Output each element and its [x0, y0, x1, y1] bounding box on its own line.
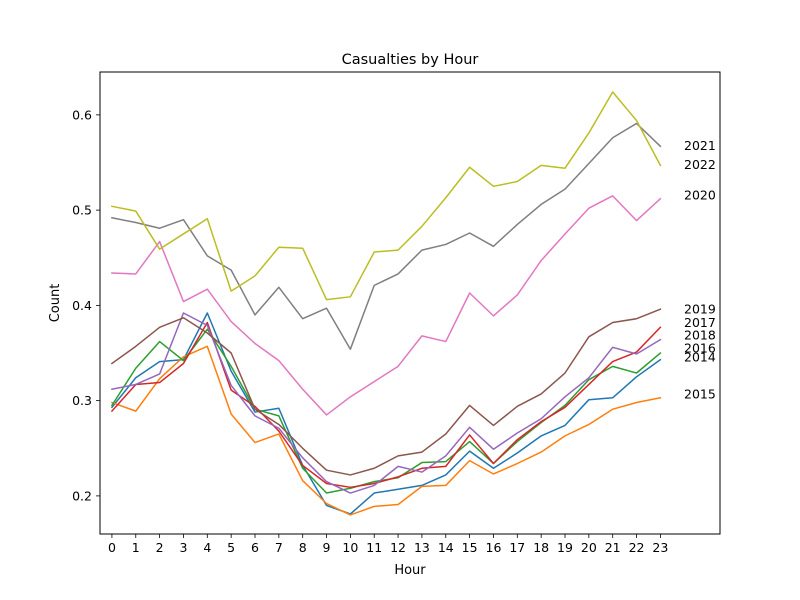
- x-tick-label: 6: [251, 540, 259, 555]
- y-tick-label: 0.3: [72, 393, 92, 408]
- x-tick-label: 3: [179, 540, 187, 555]
- x-tick-label: 12: [390, 540, 406, 555]
- x-tick-label: 7: [275, 540, 283, 555]
- y-tick-label: 0.5: [72, 203, 92, 218]
- x-tick-label: 23: [652, 540, 668, 555]
- x-tick-label: 13: [414, 540, 430, 555]
- series-line-2017: [110, 321, 662, 489]
- series-line-2019: [110, 308, 662, 476]
- x-tick-label: 1: [132, 540, 140, 555]
- y-tick-label: 0.2: [72, 488, 92, 503]
- series-line-2015: [110, 345, 662, 516]
- series-line-2022: [111, 91, 662, 301]
- y-axis-label: Count: [48, 284, 63, 323]
- x-tick-label: 16: [486, 540, 502, 555]
- x-tick-label: 18: [533, 540, 549, 555]
- x-tick-label: 0: [108, 540, 116, 555]
- series-label-2017: 2017: [684, 315, 716, 330]
- x-tick-label: 2: [156, 540, 164, 555]
- series-line-2018: [111, 312, 662, 494]
- x-tick-label: 14: [438, 540, 454, 555]
- x-axis-label: Hour: [394, 563, 426, 578]
- series-lines: [110, 91, 662, 516]
- series-line-2014: [110, 312, 662, 515]
- series-label-2015: 2015: [684, 386, 716, 401]
- chart-title: Casualties by Hour: [342, 52, 479, 68]
- x-tick-label: 11: [366, 540, 382, 555]
- x-tick-label: 21: [605, 540, 621, 555]
- x-tick-label: 15: [462, 540, 478, 555]
- series-label-2022: 2022: [684, 157, 716, 172]
- series-label-2021: 2021: [684, 138, 716, 153]
- x-tick-label: 10: [342, 540, 358, 555]
- series-line-2021: [111, 122, 662, 350]
- series-label-2020: 2020: [684, 187, 716, 202]
- x-axis: 0 1 2 3 4 5 6 7 8 9 10 11 12 13 14 15 16 17 18 19 20 21 22 23: [108, 534, 668, 555]
- x-tick-label: 9: [323, 540, 331, 555]
- series-label-2018: 2018: [684, 327, 716, 342]
- plot-frame: [99, 71, 721, 535]
- x-tick-label: 8: [299, 540, 307, 555]
- y-tick-label: 0.6: [72, 107, 92, 122]
- series-label-2014: 2014: [684, 349, 716, 364]
- x-tick-label: 20: [581, 540, 597, 555]
- y-axis: 0.2 0.3 0.4 0.5 0.6: [72, 107, 100, 503]
- series-label-2016: 2016: [684, 341, 716, 356]
- series-label-2019: 2019: [684, 302, 716, 317]
- x-tick-label: 22: [629, 540, 645, 555]
- x-tick-label: 4: [203, 540, 211, 555]
- y-tick-label: 0.4: [72, 298, 92, 313]
- x-tick-label: 19: [557, 540, 573, 555]
- series-line-2020: [111, 195, 662, 416]
- x-tick-label: 17: [509, 540, 525, 555]
- x-tick-label: 5: [227, 540, 235, 555]
